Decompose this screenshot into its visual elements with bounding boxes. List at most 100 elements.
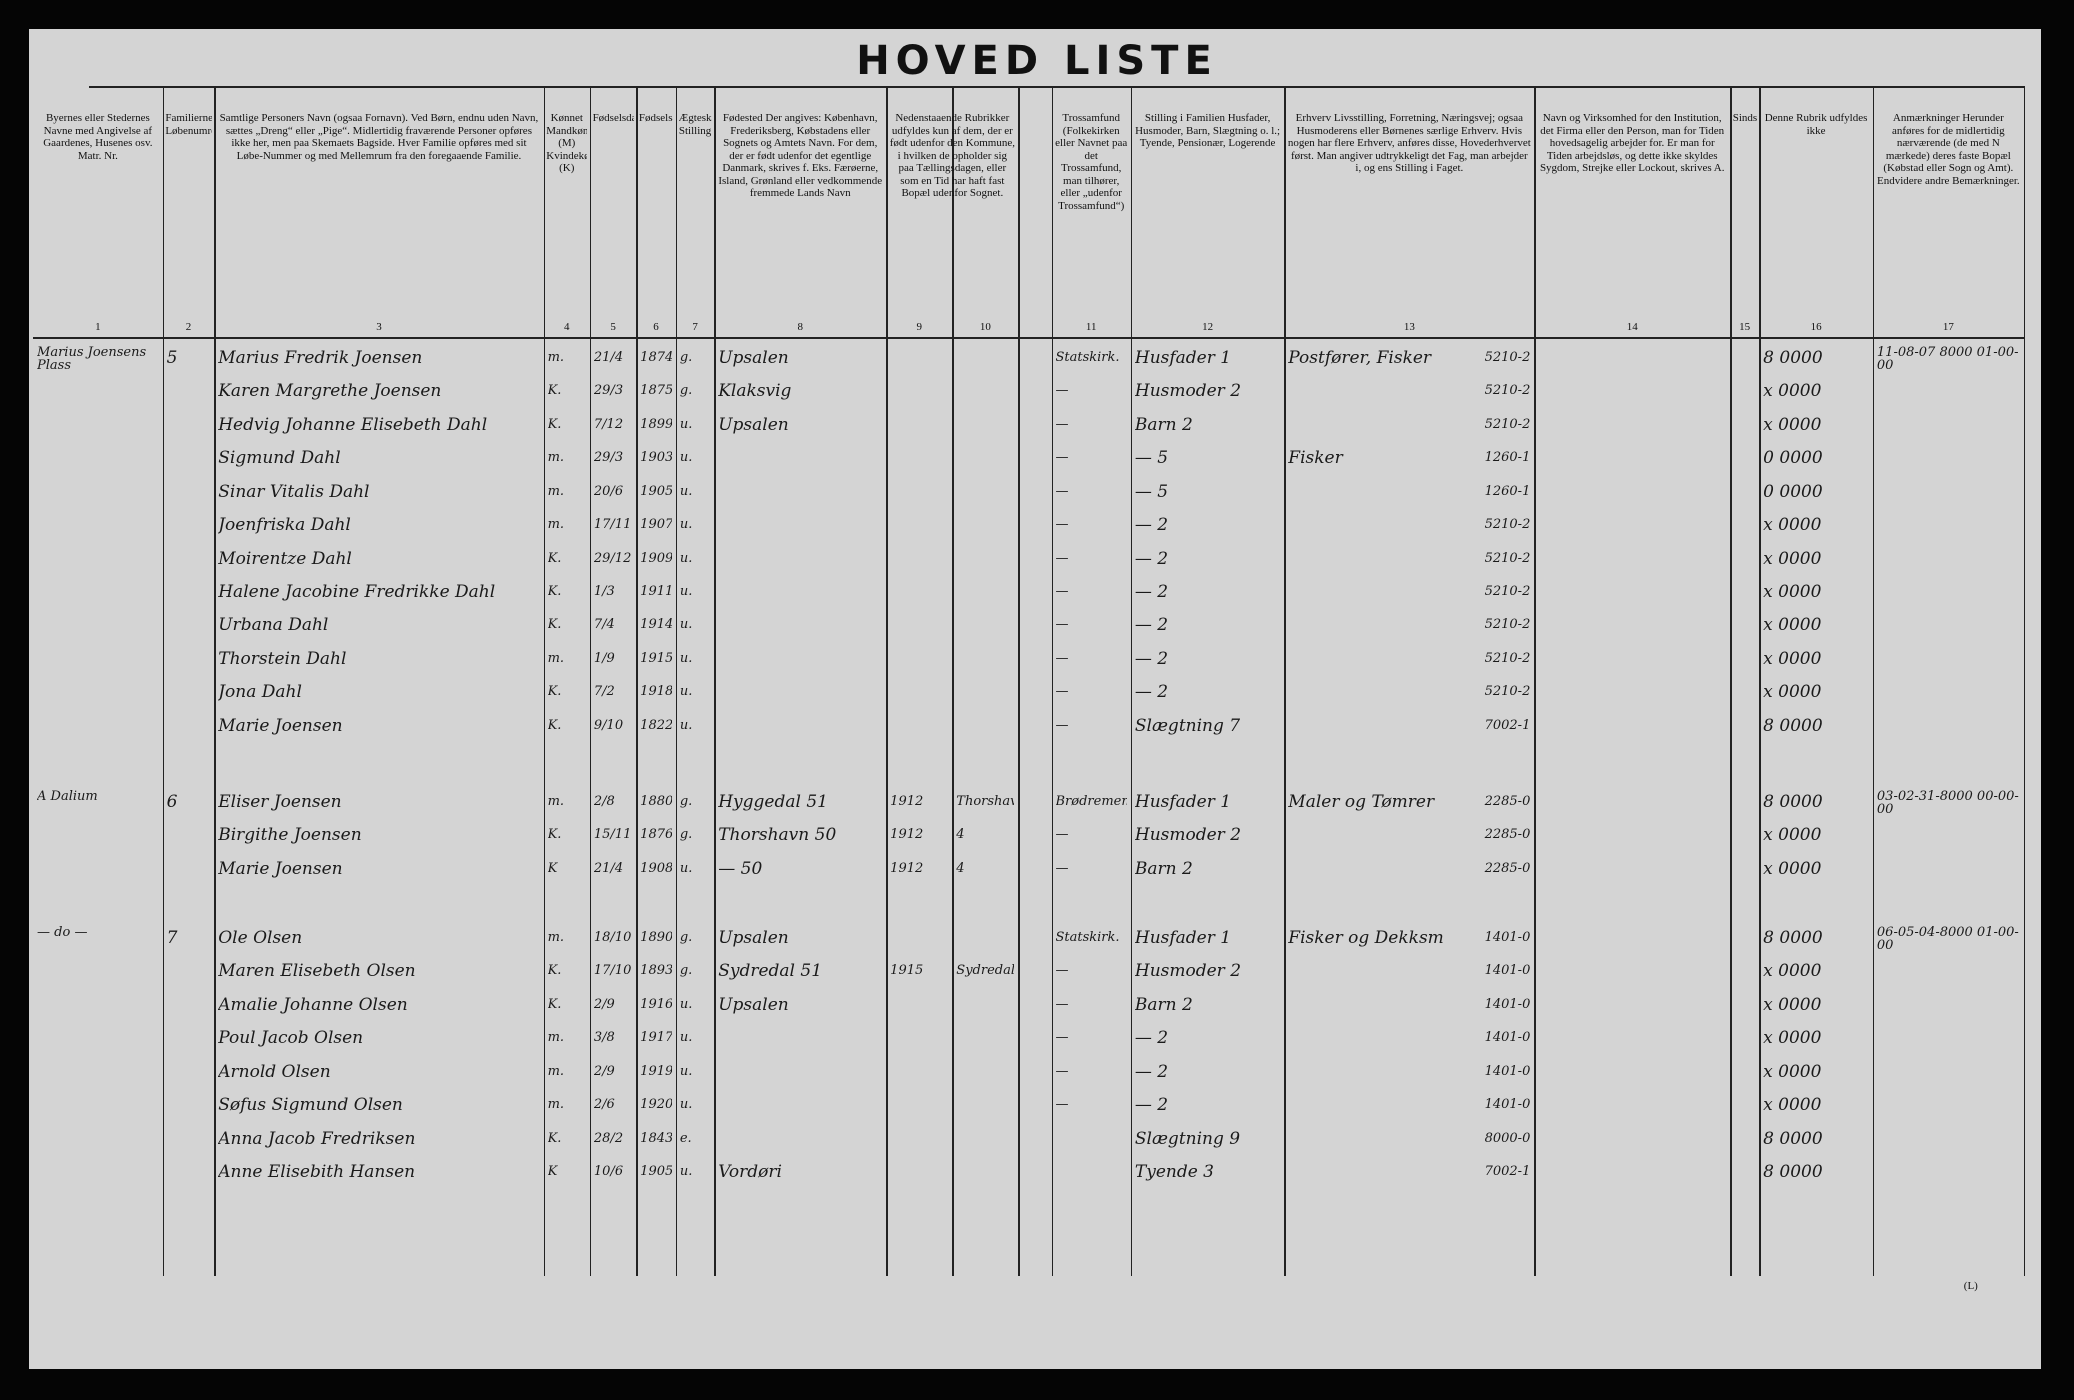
entry-code: 5210-2	[1484, 517, 1531, 533]
entry-remarks: 03-02-31-8000 00-00-00	[1876, 789, 2019, 817]
entry-birth-day: 21/4	[593, 349, 624, 365]
entry-birthplace: Vordøri	[718, 1162, 782, 1183]
entry-sex: m.	[547, 650, 565, 666]
column-header: Sindssyg	[1732, 112, 1757, 125]
entry-rubrik-16: x 0000	[1763, 961, 1822, 982]
entry-marital: g.	[679, 383, 693, 399]
column-rule	[2023, 85, 2026, 1277]
entry-marital: g.	[679, 793, 693, 809]
entry-marital: u.	[679, 650, 693, 666]
entry-remarks: 11-08-07 8000 01-00-00	[1876, 345, 2019, 373]
entry-religion: —	[1055, 860, 1069, 876]
entry-sex: K.	[547, 550, 562, 566]
column-header: Nedenstaaende Rubrikker udfyldes kun af …	[889, 112, 1015, 200]
entry-family-position: — 5	[1134, 481, 1169, 502]
entry-code: 5210-2	[1484, 650, 1531, 666]
column-header: Denne Rubrik udfyldes ikke	[1764, 112, 1868, 137]
entry-sex: K.	[547, 684, 562, 700]
column-number: 16	[1810, 321, 1822, 334]
column-rule	[1130, 85, 1133, 1277]
column-header: Fødselsdag	[592, 112, 634, 125]
column-rule	[1534, 85, 1536, 1277]
entry-birth-year: 1920	[640, 1097, 672, 1113]
entry-remarks: 06-05-04-8000 01-00-00	[1876, 925, 2019, 953]
page-title: HOVED LISTE	[856, 38, 1218, 84]
entry-family-position: — 2	[1134, 615, 1169, 636]
entry-rubrik-16: 0 0000	[1763, 448, 1823, 469]
entry-birthplace: Upsalen	[718, 994, 789, 1015]
entry-code: 1401-0	[1484, 963, 1531, 979]
entry-birth-day: 18/10	[593, 929, 632, 945]
column-header: Byernes eller Stedernes Navne med Angive…	[43, 112, 153, 162]
entry-religion: —	[1055, 827, 1069, 843]
entry-code: 5210-2	[1484, 617, 1531, 633]
entry-code: 1260-1	[1484, 483, 1531, 499]
entry-birthplace: Upsalen	[718, 414, 789, 435]
entry-sex: m.	[547, 1030, 565, 1046]
entry-occupation: Maler og Tømrer	[1288, 791, 1435, 812]
entry-rubrik-16: x 0000	[1763, 648, 1822, 669]
column-rule	[589, 85, 592, 1277]
entry-name: Marie Joensen	[218, 715, 343, 736]
entry-birth-day: 1/3	[593, 584, 615, 600]
entry-religion: —	[1055, 550, 1069, 566]
entry-birth-year: 1914	[640, 617, 672, 633]
entry-religion: —	[1055, 416, 1069, 432]
column-number: 12	[1202, 321, 1214, 334]
entry-name: Marie Joensen	[218, 858, 343, 879]
entry-code: 2285-0	[1484, 827, 1531, 843]
column-header: Erhverv Livsstilling, Forretning, Næring…	[1287, 112, 1531, 175]
column-rule	[1759, 85, 1761, 1277]
column-rule	[1051, 85, 1054, 1277]
entry-birth-year: 1909	[640, 550, 672, 566]
entry-marital: u.	[679, 996, 693, 1012]
entry-family-position: — 5	[1134, 448, 1169, 469]
entry-family-position: Barn 2	[1134, 414, 1193, 435]
entry-family-position: — 2	[1134, 515, 1169, 536]
entry-birth-year: 1843	[640, 1130, 672, 1146]
entry-rubrik-16: x 0000	[1763, 615, 1822, 636]
entry-code: 5210-2	[1484, 684, 1531, 700]
entry-birthplace: Upsalen	[718, 347, 789, 368]
entry-marital: u.	[679, 1097, 693, 1113]
column-number: 11	[1085, 321, 1097, 334]
entry-sex: K.	[547, 1130, 562, 1146]
entry-birth-day: 21/4	[593, 860, 624, 876]
entry-previous-residence: 4	[956, 827, 965, 843]
entry-birthplace: Hyggedal 51	[718, 791, 828, 812]
entry-family-position: Barn 2	[1134, 858, 1193, 879]
entry-religion: —	[1055, 584, 1069, 600]
entry-birth-year: 1908	[640, 860, 672, 876]
entry-sex: m.	[547, 1097, 565, 1113]
entry-rubrik-16: x 0000	[1763, 414, 1822, 435]
entry-code: 1401-0	[1484, 1063, 1531, 1079]
column-rule	[1730, 85, 1732, 1277]
entry-marital: u.	[679, 416, 693, 432]
entry-religion: —	[1055, 650, 1069, 666]
entry-marital: u.	[679, 617, 693, 633]
entry-code: 1401-0	[1484, 929, 1531, 945]
entry-birth-day: 3/8	[593, 1030, 615, 1046]
entry-birth-day: 2/6	[593, 1097, 615, 1113]
entry-family-no: 5	[166, 347, 178, 368]
entry-family-position: Husmoder 2	[1134, 381, 1242, 402]
column-number: 5	[610, 321, 616, 334]
entry-marital: g.	[679, 963, 693, 979]
entry-family-position: Husmoder 2	[1134, 825, 1242, 846]
entry-sex: K.	[547, 996, 562, 1012]
entry-rubrik-16: 8 0000	[1763, 347, 1823, 368]
column-header: Samtlige Personers Navn (ogsaa Fornavn).…	[219, 112, 539, 162]
entry-rubrik-16: x 0000	[1763, 515, 1822, 536]
entry-marital: u.	[679, 684, 693, 700]
entry-marital: u.	[679, 517, 693, 533]
entry-birth-year: 1905	[640, 483, 672, 499]
paper	[29, 29, 2041, 1369]
entry-birth-year: 1880	[640, 793, 672, 809]
column-rule	[1872, 85, 1875, 1277]
entry-rubrik-16: x 0000	[1763, 994, 1822, 1015]
entry-family-position: — 2	[1134, 648, 1169, 669]
entry-rubrik-16: x 0000	[1763, 381, 1822, 402]
entry-previous-residence: Sydredal 4	[956, 963, 1015, 979]
entry-name: Marius Fredrik Joensen	[218, 347, 423, 368]
entry-family-position: — 2	[1134, 682, 1169, 703]
